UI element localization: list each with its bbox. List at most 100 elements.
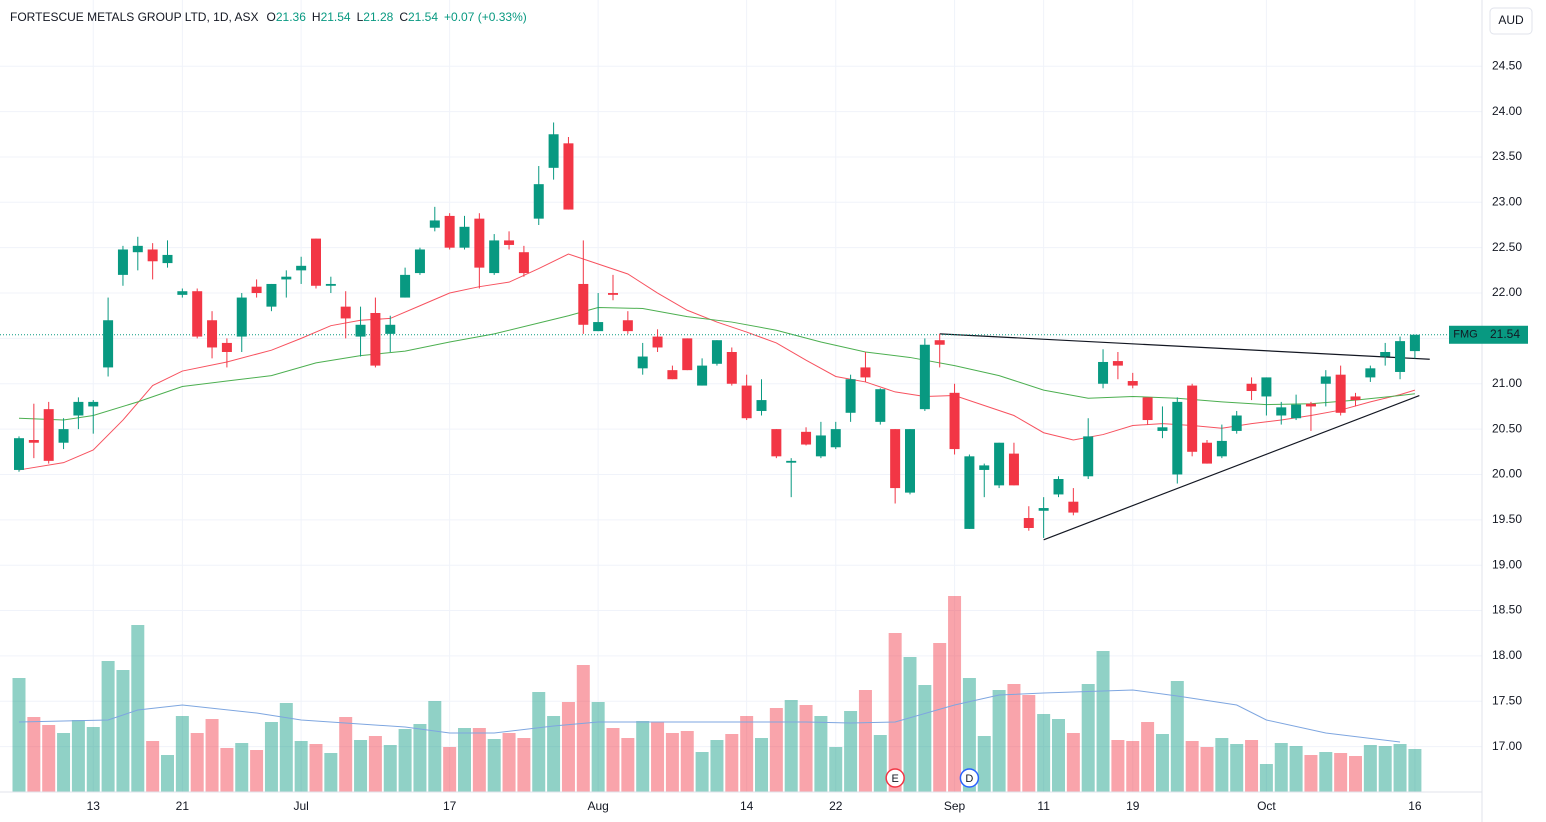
candle-body bbox=[1023, 518, 1034, 528]
candle-body bbox=[622, 320, 633, 332]
candle-body bbox=[1187, 385, 1198, 452]
y-tick-label: 21.00 bbox=[1492, 376, 1522, 390]
y-tick-label: 18.00 bbox=[1492, 648, 1522, 662]
volume-bar bbox=[1378, 746, 1392, 792]
volume-bar bbox=[858, 690, 872, 792]
volume-bar bbox=[814, 716, 828, 792]
volume-pane bbox=[12, 596, 1422, 792]
candle-body bbox=[400, 274, 411, 298]
trendline bbox=[939, 333, 1430, 360]
volume-bar bbox=[873, 735, 887, 792]
event-label: D bbox=[965, 773, 973, 785]
volume-bar bbox=[205, 719, 219, 792]
volume-bar bbox=[1393, 744, 1407, 792]
ohlc-label: H bbox=[312, 10, 321, 24]
volume-bar bbox=[57, 733, 71, 792]
volume-bar bbox=[71, 720, 85, 792]
volume-bar bbox=[948, 596, 962, 792]
currency-box[interactable] bbox=[1489, 7, 1533, 35]
volume-bar bbox=[175, 716, 189, 792]
volume-bar bbox=[636, 721, 650, 792]
candle-body bbox=[177, 291, 188, 295]
volume-bar bbox=[235, 743, 249, 792]
candle-body bbox=[474, 218, 485, 268]
y-tick-label: 24.50 bbox=[1492, 58, 1522, 72]
candle-body bbox=[1291, 404, 1302, 419]
volume-bar bbox=[309, 744, 323, 792]
volume-bar bbox=[1081, 684, 1095, 792]
x-tick-label: 13 bbox=[87, 799, 101, 813]
candle-body bbox=[905, 429, 915, 493]
y-tick-label: 20.50 bbox=[1492, 421, 1522, 435]
volume-bar bbox=[264, 722, 278, 792]
candle-body bbox=[14, 438, 24, 470]
volume-bar bbox=[962, 678, 976, 792]
candle-body bbox=[296, 265, 307, 271]
candle-body bbox=[1068, 501, 1079, 513]
ohlc-label: O bbox=[267, 10, 276, 24]
volume-bar bbox=[443, 747, 457, 792]
candle-body bbox=[1216, 440, 1227, 457]
candle-body bbox=[429, 220, 440, 228]
volume-bar bbox=[101, 661, 115, 792]
volume-bar bbox=[740, 716, 754, 792]
ohlc-value: 21.54 bbox=[321, 10, 351, 24]
candle-body bbox=[637, 356, 648, 369]
x-tick-label: Jul bbox=[293, 799, 308, 813]
y-tick-label: 17.50 bbox=[1492, 693, 1522, 707]
candle-body bbox=[132, 245, 143, 253]
volume-bar bbox=[606, 728, 620, 792]
volume-bar bbox=[1245, 740, 1259, 792]
volume-bar bbox=[903, 657, 917, 792]
y-tick-label: 24.00 bbox=[1492, 104, 1522, 118]
x-tick-label: 22 bbox=[829, 799, 843, 813]
volume-bar bbox=[86, 727, 100, 792]
volume-bar bbox=[339, 717, 353, 792]
price-tag bbox=[1482, 325, 1528, 344]
candle-body bbox=[548, 134, 559, 168]
candle-body bbox=[103, 320, 114, 368]
volume-bar bbox=[324, 753, 338, 792]
volume-bar bbox=[1289, 746, 1303, 792]
candle-body bbox=[919, 344, 930, 410]
volume-bar bbox=[27, 717, 41, 792]
candle-body bbox=[1172, 401, 1183, 475]
x-tick-label: 19 bbox=[1126, 799, 1140, 813]
currency: AUD bbox=[1498, 13, 1524, 27]
candle-body bbox=[771, 429, 782, 457]
volume-bar bbox=[591, 702, 605, 792]
candle-body bbox=[1127, 381, 1138, 386]
candle-body bbox=[786, 460, 797, 463]
symbol-header: FORTESCUE METALS GROUP LTD, 1D, ASX O21.3… bbox=[10, 10, 527, 24]
candle-body bbox=[711, 340, 722, 364]
candle-body bbox=[1246, 383, 1257, 392]
volume-bar bbox=[710, 740, 724, 792]
candle-body bbox=[756, 400, 767, 411]
candle-body bbox=[251, 286, 262, 294]
candle-body bbox=[162, 254, 173, 264]
candle-body bbox=[726, 352, 737, 384]
x-tick-label: 14 bbox=[740, 799, 754, 813]
candle-body bbox=[266, 283, 277, 307]
candle-body bbox=[221, 342, 232, 352]
candle-body bbox=[697, 365, 708, 386]
volume-bar bbox=[383, 745, 397, 792]
candle-body bbox=[1395, 341, 1406, 372]
volume-bar bbox=[502, 733, 516, 792]
candle-body bbox=[934, 340, 945, 345]
volume-bar bbox=[933, 643, 947, 792]
y-tick-label: 17.00 bbox=[1492, 739, 1522, 753]
volume-bar bbox=[279, 703, 293, 792]
volume-bar bbox=[131, 625, 145, 792]
volume-bar bbox=[755, 738, 768, 792]
candle-body bbox=[652, 336, 663, 348]
candle-body bbox=[504, 240, 515, 245]
candle-body bbox=[578, 283, 589, 325]
candle-body bbox=[147, 249, 158, 262]
candle-body bbox=[236, 297, 247, 337]
volume-bar bbox=[458, 728, 471, 792]
candle-body bbox=[1098, 361, 1109, 384]
volume-bar bbox=[1066, 733, 1080, 792]
x-tick-label: 17 bbox=[443, 799, 457, 813]
